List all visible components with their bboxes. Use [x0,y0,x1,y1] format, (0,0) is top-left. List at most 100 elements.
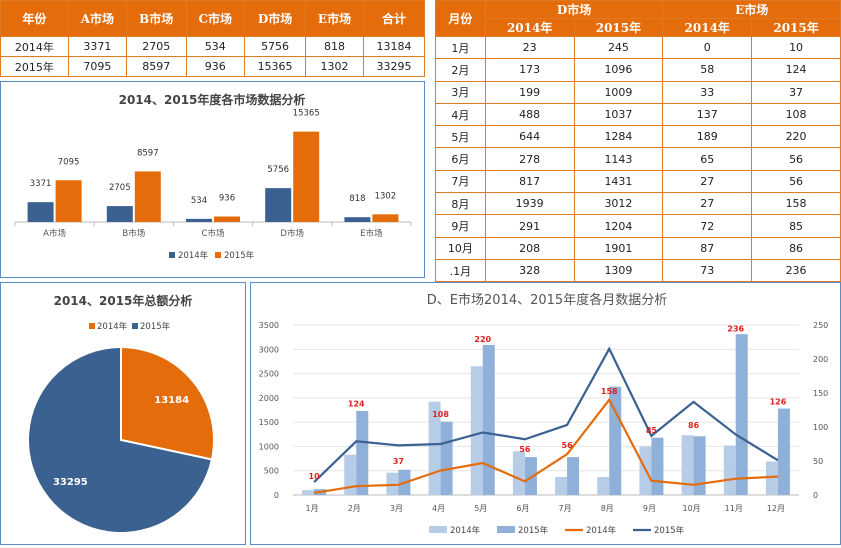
monthly-row: 1月 23 245 0 10 [435,35,841,60]
bar-data-label: 15365 [293,109,320,119]
bar [106,206,133,222]
monthly-cell: 291 [484,214,575,238]
data-label: 85 [646,426,658,435]
monthly-cell: 5月 [435,125,486,149]
monthly-cell: 2月 [435,58,486,82]
monthly-cell: 72 [662,214,753,238]
monthly-cell: 56 [751,147,841,171]
y-right-tick-label: 50 [813,457,823,466]
legend-label: 2015年 [654,525,685,536]
x-tick-label: 7月 [559,504,572,513]
monthly-cell: 278 [484,147,575,171]
monthly-row: 3月 199 1009 33 37 [435,80,841,104]
chart-title: 2014、2015年总额分析 [54,293,193,308]
month-header: 月份 [435,0,486,37]
bar [765,461,778,495]
bar [265,188,292,222]
series-line [313,346,779,483]
x-tick-label: D市场 [280,228,304,239]
bar [55,180,82,222]
monthly-row: 5月 644 1284 189 220 [435,125,841,149]
x-tick-label: 1月 [306,504,319,513]
data-label: 37 [393,457,404,466]
sub-header: 2014年 [662,18,753,37]
monthly-cell: 1309 [573,258,664,283]
summary-cell: 1302 [305,56,364,77]
data-label: 86 [688,421,700,430]
y-left-tick-label: 0 [274,491,279,500]
group-header-d: D市场 [484,0,664,19]
monthly-cell: 137 [662,102,753,127]
data-label: 220 [474,335,491,344]
x-tick-label: 11月 [725,504,743,513]
monthly-cell: 56 [751,169,841,194]
total-pie-chart-panel: 2014、2015年总额分析 2014年 2015年 13184 33295 [0,282,246,545]
monthly-cell: 3012 [573,192,664,216]
bar [555,477,568,495]
bar [27,202,54,222]
monthly-cell: .1月 [435,258,486,283]
x-tick-label: 6月 [516,504,529,513]
monthly-cell: 73 [662,258,753,283]
market-bar-chart-panel: 2014、2015年度各市场数据分析 3371 7095 A市场 2705 8597 B市场… [0,81,425,278]
bar [524,457,537,495]
x-tick-label: 3月 [390,504,403,513]
monthly-body: 1月 23 245 0 10 2月 173 1096 58 124 3月 199 1009 33 37 4月 4… [435,35,841,305]
bar [609,386,622,495]
pie-slice [27,345,214,534]
monthly-row: 9月 291 1204 72 85 [435,214,841,238]
monthly-cell: 4月 [435,102,486,127]
x-tick-label: B市场 [122,228,145,239]
monthly-cell: 1939 [484,192,575,216]
bar [723,445,736,495]
bar [681,435,694,495]
pie-data-label: 13184 [154,395,189,406]
summary-body: 2014年 3371 2705 534 5756 818 13184 2015年 7095 859… [0,36,426,77]
summary-row: 2015年 7095 8597 936 15365 1302 33295 [0,56,426,77]
monthly-cell: 58 [662,58,753,82]
bar [777,408,790,495]
summary-cell: 13184 [362,36,426,57]
summary-cell: 2015年 [0,56,69,77]
legend-label: 2015年 [224,250,255,261]
monthly-cell: 3月 [435,80,486,104]
bar [386,472,399,495]
legend-label: 2014年 [450,525,481,536]
chart-title: D、E市场2014、2015年度各月数据分析 [427,292,667,308]
bar [344,454,357,495]
summary-header-cell: C市场 [185,0,246,37]
bar [693,436,706,495]
monthly-cell: 85 [751,214,841,238]
monthly-cell: 124 [751,58,841,82]
monthly-combo-chart-panel: D、E市场2014、2015年度各月数据分析 0 500 1000 1500 2000 25… [250,282,841,545]
monthly-cell: 27 [662,192,753,216]
monthly-cell: 8月 [435,192,486,216]
legend-label: 2015年 [518,525,549,536]
data-label: 124 [348,400,365,409]
legend-swatch [169,252,175,258]
chart-title: 2014、2015年度各市场数据分析 [119,92,306,107]
y-right-tick-label: 100 [813,423,828,432]
monthly-cell: 10 [751,35,841,60]
pie-slice [120,345,215,461]
bar [214,216,240,222]
bar-data-label: 8597 [137,148,159,158]
bar-data-label: 1302 [375,191,397,201]
bar [597,477,610,495]
monthly-cell: 10月 [435,236,486,260]
monthly-cell: 158 [751,192,841,216]
sub-header: 2015年 [573,18,664,37]
legend-label: 2014年 [178,250,209,261]
monthly-cell: 817 [484,169,575,194]
summary-cell: 936 [185,56,246,77]
bar [512,451,525,495]
summary-cell: 818 [305,36,364,57]
monthly-cell: 236 [751,258,841,283]
summary-cell: 3371 [67,36,127,57]
monthly-row: 4月 488 1037 137 108 [435,102,841,127]
data-label: 108 [432,410,449,419]
y-right-tick-label: 0 [813,491,818,500]
summary-cell: 2014年 [0,36,69,57]
monthly-row: 10月 208 1901 87 86 [435,236,841,260]
monthly-cell: 1901 [573,236,664,260]
